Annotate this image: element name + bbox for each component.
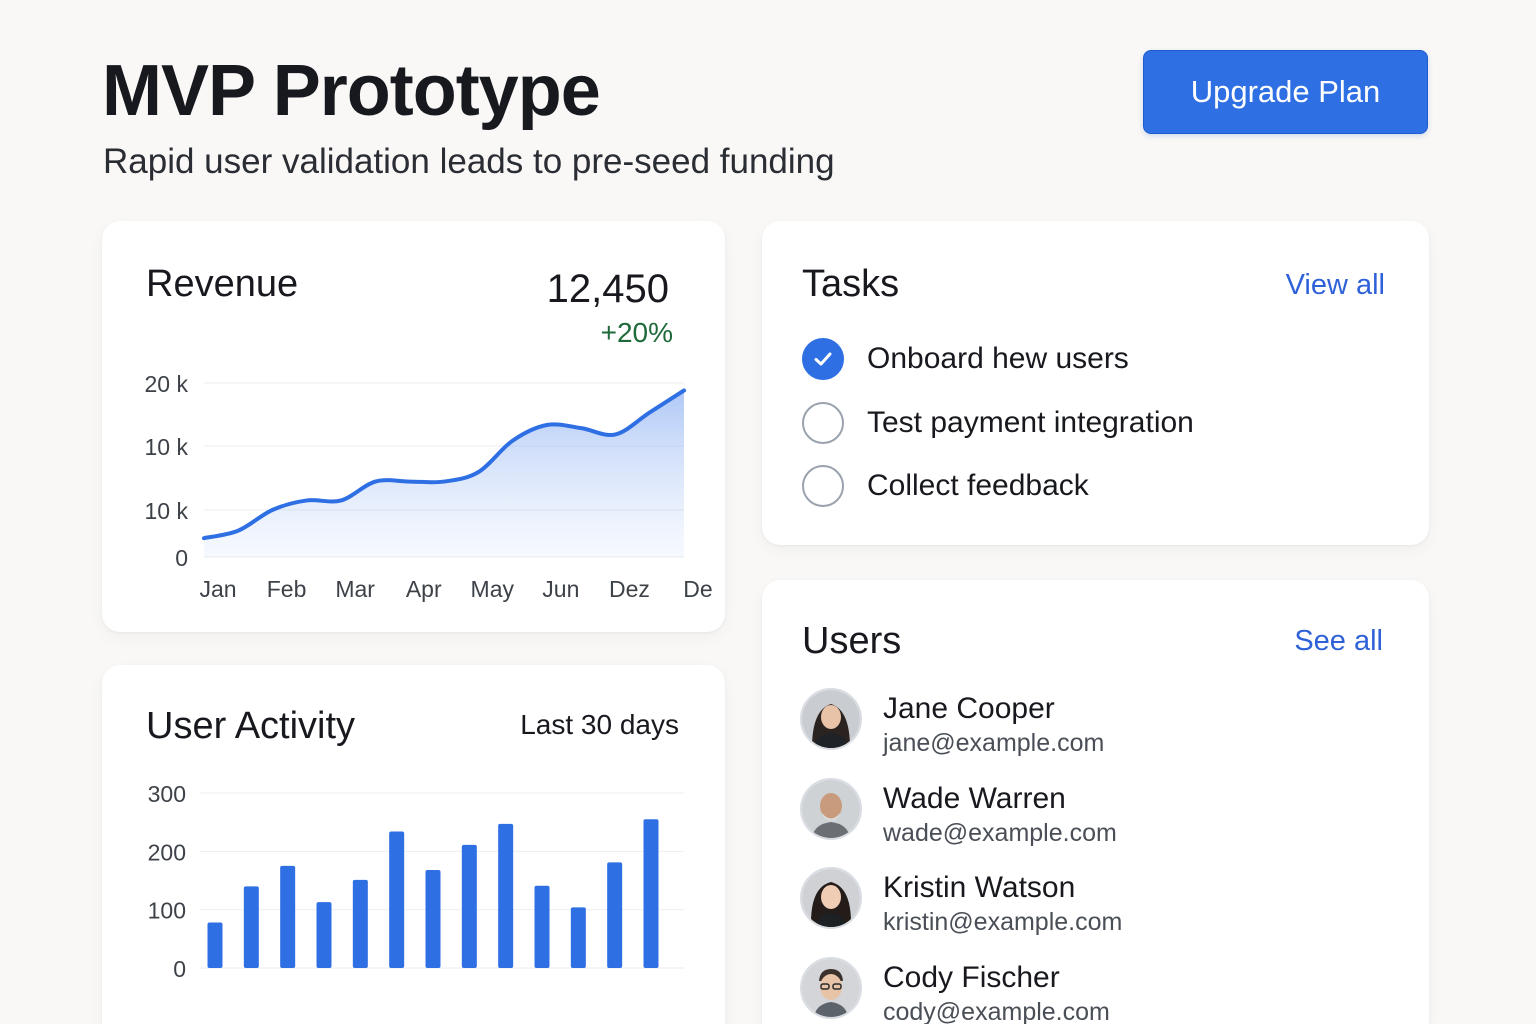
unchecked-checkbox-icon[interactable] [802,402,844,444]
revenue-line [202,388,686,541]
user-email: wade@example.com [883,819,1117,847]
activity-bar [389,831,405,968]
x-tick-label: May [471,576,515,602]
user-email: cody@example.com [883,998,1110,1024]
date-range-label[interactable]: Last 30 days [520,709,679,740]
y-tick-label: 10 k [145,434,189,460]
user-name: Kristin Watson [883,871,1076,904]
y-tick-label: 0 [175,545,188,571]
task-label: Onboard hew users [867,342,1129,375]
task-item[interactable]: Test payment integration [802,401,1194,445]
revenue-value: 12,450 [546,267,669,311]
page-subtitle: Rapid user validation leads to pre-seed … [103,142,835,181]
user-row[interactable]: Cody Fischer cody@example.com [800,957,1110,1024]
avatar [800,867,862,929]
activity-bar [207,922,223,968]
user-avatar-icon [802,959,860,1017]
activity-bar [425,870,441,968]
task-item[interactable]: Collect feedback [802,464,1089,508]
x-tick-label: Feb [267,576,307,602]
y-tick-label: 10 k [145,498,189,524]
revenue-area [204,390,684,557]
x-tick-label: Mar [335,576,375,602]
user-avatar-icon [802,869,860,927]
activity-bar [461,844,477,968]
y-tick-label: 200 [148,839,186,865]
x-tick-label: Jun [542,576,579,602]
users-card: Users See all Jane Cooper jane@example.c… [762,580,1429,1024]
user-activity-title: User Activity [146,705,356,747]
avatar [800,688,862,750]
upgrade-plan-button[interactable]: Upgrade Plan [1143,50,1428,134]
activity-bar [280,865,296,968]
view-all-tasks-link[interactable]: View all [1285,269,1385,301]
avatar [800,957,862,1019]
users-title: Users [802,620,902,662]
user-avatar-icon [802,690,860,748]
y-tick-label: 300 [148,781,186,807]
tasks-card: Tasks View all Onboard hew users Test pa… [762,221,1429,545]
user-activity-card: User Activity Last 30 days 0 100 200 300 [102,665,725,1024]
y-tick-label: 0 [173,956,186,982]
avatar [800,778,862,840]
activity-bar [498,823,514,968]
see-all-users-link[interactable]: See all [1294,625,1383,657]
revenue-title: Revenue [146,263,299,305]
task-label: Collect feedback [867,469,1089,502]
y-tick-label: 100 [148,898,186,924]
task-item[interactable]: Onboard hew users [802,337,1129,381]
user-name: Cody Fischer [883,961,1060,994]
user-row[interactable]: Wade Warren wade@example.com [800,778,1117,849]
revenue-card: Revenue 12,450 +20% 0 10 k 10 k 20 k Jan Feb M… [102,221,725,632]
task-label: Test payment integration [867,406,1194,439]
x-tick-label: Apr [406,576,442,602]
activity-bar [643,819,659,968]
revenue-chart: 0 10 k 10 k 20 k Jan Feb Mar Apr May Jun Dez De [145,371,713,602]
y-tick-label: 20 k [145,371,189,397]
x-tick-label: De [683,576,712,602]
user-row[interactable]: Jane Cooper jane@example.com [800,688,1104,759]
revenue-change: +20% [600,317,673,348]
x-tick-label: Dez [609,576,650,602]
user-activity-chart: 0 100 200 300 [148,781,684,982]
activity-bar [534,885,550,968]
x-tick-label: Jan [199,576,236,602]
activity-bar [316,902,332,968]
tasks-title: Tasks [802,263,900,305]
user-row[interactable]: Kristin Watson kristin@example.com [800,867,1122,938]
checked-checkbox-icon[interactable] [802,338,844,380]
activity-bar [243,886,259,968]
user-avatar-icon [802,780,860,838]
page-title: MVP Prototype [102,51,601,131]
activity-bar [352,879,368,968]
unchecked-checkbox-icon[interactable] [802,465,844,507]
user-name: Wade Warren [883,782,1066,815]
user-name: Jane Cooper [883,692,1055,725]
user-email: jane@example.com [883,729,1105,757]
user-email: kristin@example.com [883,908,1123,936]
activity-bar [570,907,586,968]
activity-bar [607,862,623,968]
